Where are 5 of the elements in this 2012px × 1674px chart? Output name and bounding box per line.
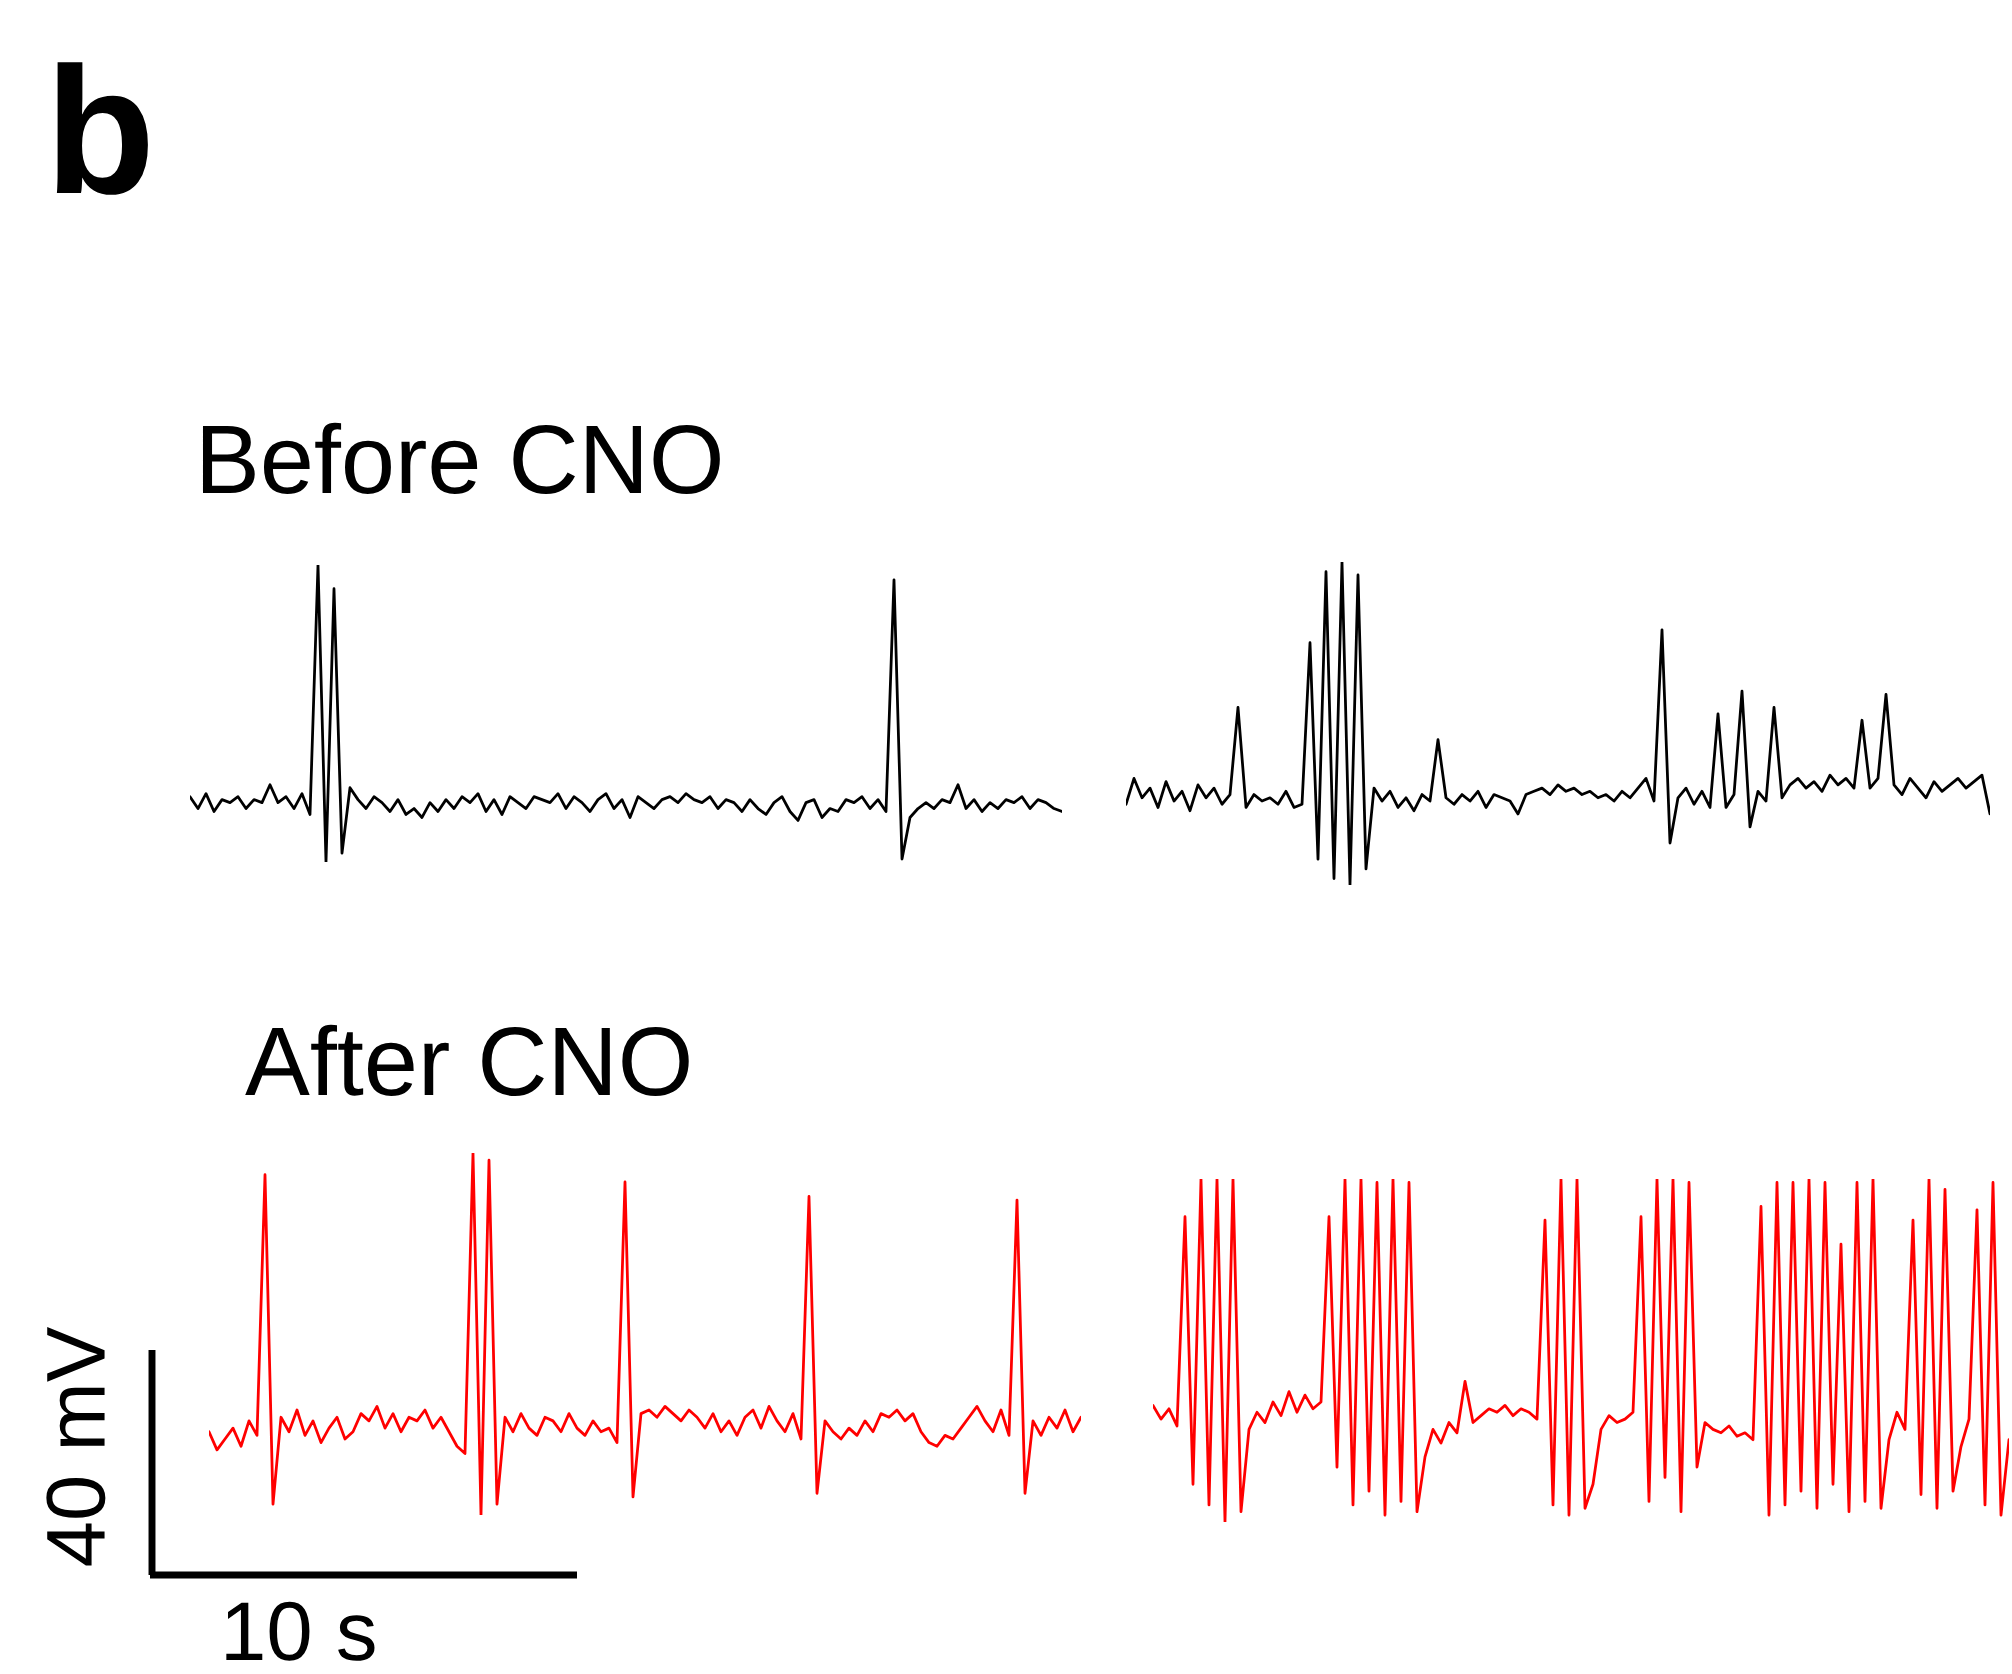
text: b	[56, 62, 148, 195]
chart-title: After CNO	[245, 1024, 689, 1096]
chart-title: Before CNO	[202, 422, 720, 494]
text: 10 s	[226, 1601, 375, 1661]
text: 40 mV	[46, 1326, 106, 1566]
